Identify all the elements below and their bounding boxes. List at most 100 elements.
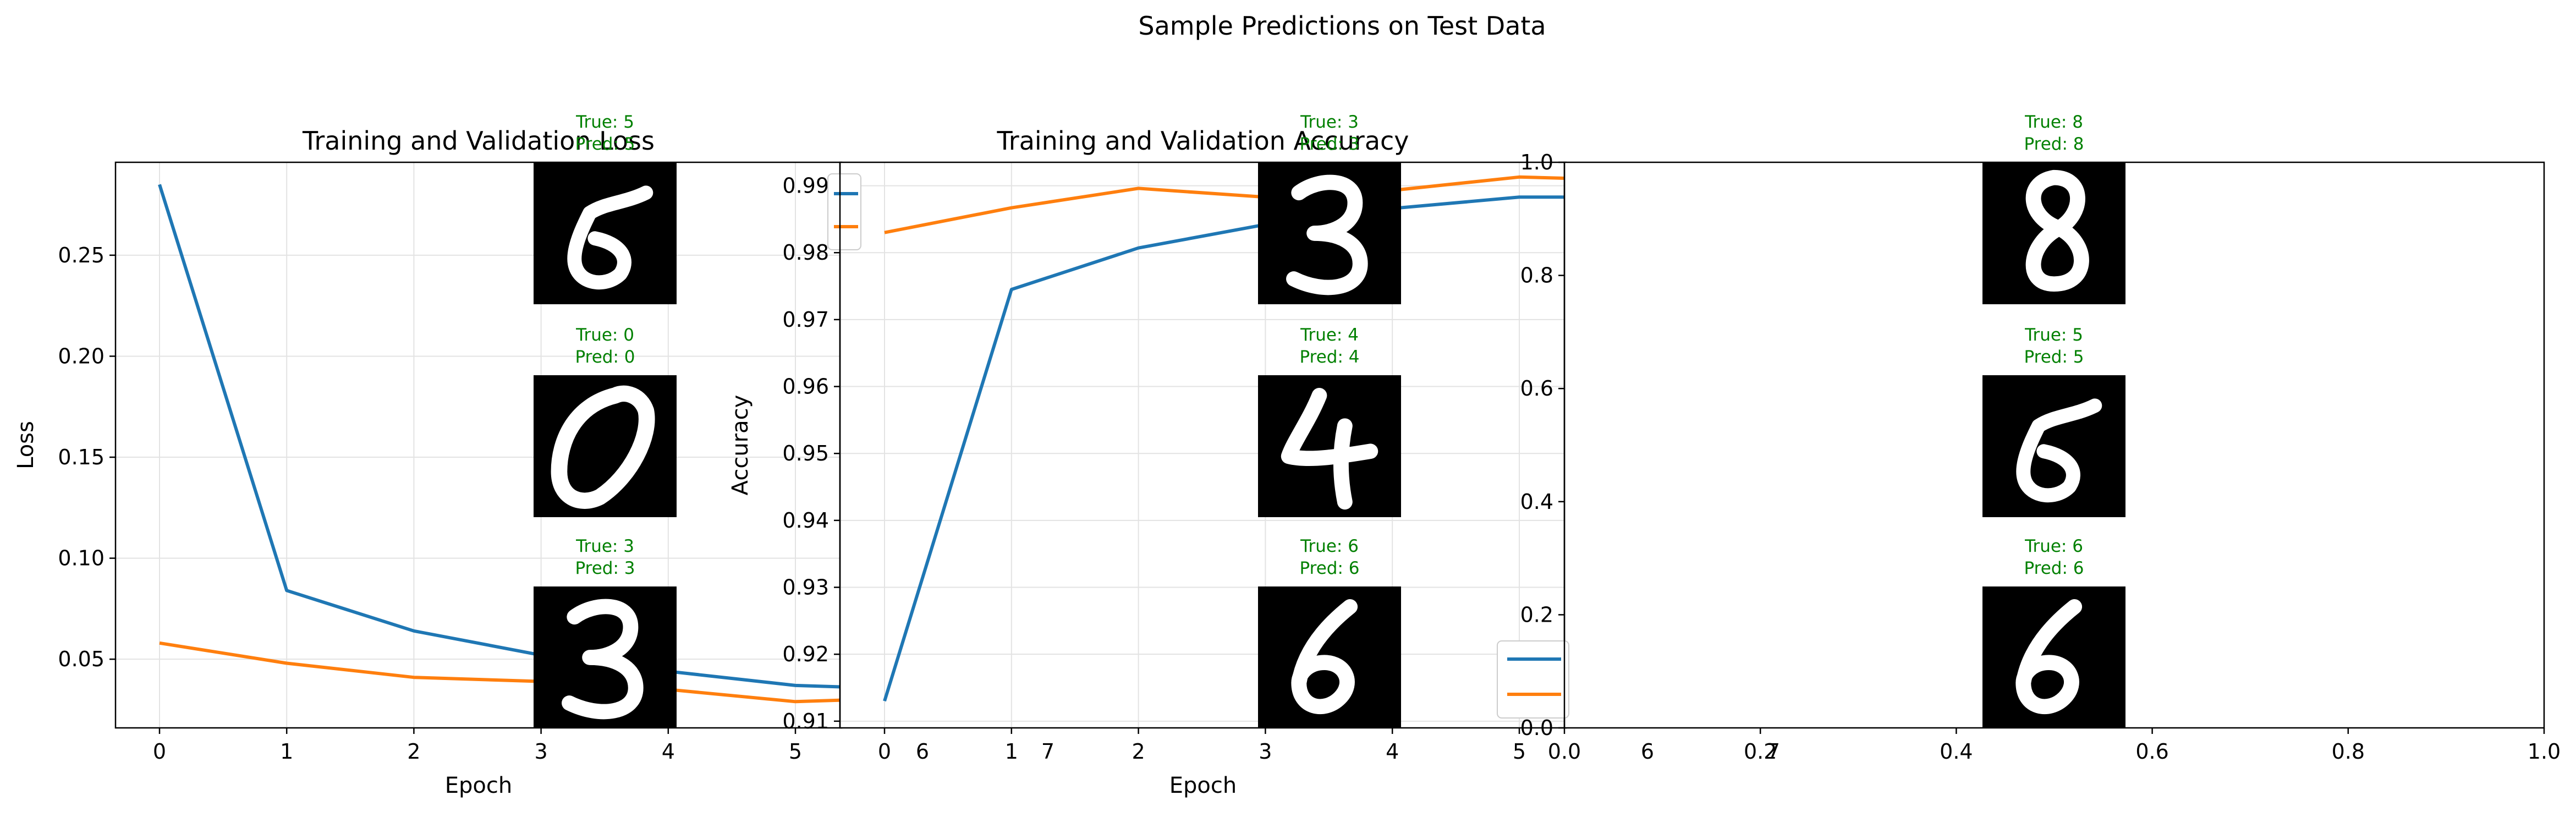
chart-panel-1: 0 1 2 3 4 5 0.05 0.10 0.15 0.20 0.25 Training and V… xyxy=(13,126,859,798)
plot-area xyxy=(116,162,842,728)
figure-suptitle: Sample Predictions on Test Data xyxy=(1138,11,1546,41)
y-tick-label: 0.97 xyxy=(782,308,829,332)
x-tick-label: 1.0 xyxy=(2528,739,2561,764)
digit-3-stroke-group xyxy=(562,599,644,720)
true-label-text: True: 5 xyxy=(2024,325,2083,345)
pred-label-text: Pred: 3 xyxy=(575,558,635,578)
pred-label-text: Pred: 8 xyxy=(2024,134,2084,154)
x-tick-label: 0.0 xyxy=(1548,739,1581,764)
chart-title: Training and Validation Loss xyxy=(302,126,655,156)
x-tick-label: 5 xyxy=(1513,739,1526,764)
digit-3-glyph xyxy=(1286,174,1368,295)
digit-6-stroke-group xyxy=(2015,599,2083,714)
y-tick-label: 0.25 xyxy=(58,243,105,267)
y-tick-label: 0.8 xyxy=(1520,264,1553,288)
digit-3-stroke-group xyxy=(1286,174,1368,295)
x-tick-label: 1 xyxy=(280,739,293,764)
y-tick-label: 1.0 xyxy=(1520,150,1553,174)
chart-panel-2: 0 1 2 3 4 5 0.91 0.92 0.93 0.94 0.95 0.96 0.97 0.98 0.… xyxy=(728,126,1570,798)
y-tick-label: 0.10 xyxy=(58,546,105,571)
y-axis-label: Accuracy xyxy=(728,395,753,496)
image-axis-tick-label: 6 xyxy=(1641,739,1654,764)
x-tick-label: 2 xyxy=(1132,739,1145,764)
x-tick-label: 5 xyxy=(789,739,802,764)
digit-4-stroke-group xyxy=(1281,388,1378,510)
y-tick-label: 0.92 xyxy=(782,642,829,666)
digit-4-glyph xyxy=(1281,388,1378,510)
true-label-text: True: 8 xyxy=(2024,112,2083,132)
pred-label-text: Pred: 0 xyxy=(575,347,635,367)
y-axis-label: Loss xyxy=(13,421,39,469)
digit-8-stroke-group xyxy=(2025,169,2089,292)
digit-6-glyph xyxy=(1291,599,1358,714)
y-tick-label: 0.94 xyxy=(782,508,829,533)
digit-8-glyph xyxy=(2025,169,2089,292)
y-tick-label: 0.0 xyxy=(1520,716,1553,740)
digit-5-stroke-group xyxy=(567,185,653,289)
true-label-text: True: 5 xyxy=(575,112,634,132)
digit-0-stroke-group xyxy=(551,385,655,509)
y-tick-label: 0.15 xyxy=(58,445,105,469)
pred-label-text: Pred: 5 xyxy=(2024,347,2084,367)
legend-accuracy xyxy=(1497,640,1569,719)
pred-label-text: Pred: 4 xyxy=(1300,347,1360,367)
pred-label-text: Pred: 3 xyxy=(1300,134,1360,154)
x-tick-label: 2 xyxy=(407,739,420,764)
x-axis-label: Epoch xyxy=(1169,773,1237,798)
digit-0-glyph xyxy=(551,385,655,509)
y-tick-label: 0.93 xyxy=(782,575,829,600)
pred-label-text: Pred: 6 xyxy=(2024,558,2084,578)
pred-label-text: Pred: 5 xyxy=(575,134,635,154)
digit-6-stroke-group xyxy=(1291,599,1358,714)
image-axis-tick-label: 6 xyxy=(916,739,929,764)
y-tick-label: 0.98 xyxy=(782,240,829,265)
digit-image-background xyxy=(1258,375,1401,517)
pred-label-text: Pred: 6 xyxy=(1300,558,1360,578)
legend-loss xyxy=(827,173,861,250)
digit-5-stroke-group xyxy=(2016,398,2102,502)
y-tick-label: 0.95 xyxy=(782,441,829,465)
y-tick-label: 0.2 xyxy=(1520,602,1553,627)
legend-box xyxy=(827,173,861,250)
legend-box xyxy=(1497,640,1569,719)
x-axis-label: Epoch xyxy=(445,773,512,798)
y-tick-label: 0.96 xyxy=(782,375,829,399)
x-tick-label: 0 xyxy=(878,739,891,764)
y-tick-label: 0.4 xyxy=(1520,490,1553,514)
x-tick-label: 0.4 xyxy=(1940,739,1973,764)
true-label-text: True: 4 xyxy=(1300,325,1359,345)
x-tick-label: 4 xyxy=(662,739,675,764)
true-label-text: True: 6 xyxy=(2024,536,2083,556)
digit-5-glyph xyxy=(2016,398,2102,502)
x-tick-label: 0.2 xyxy=(1744,739,1777,764)
y-tick-label: 0.20 xyxy=(58,344,105,368)
true-label-text: True: 0 xyxy=(575,325,634,345)
x-tick-label: 3 xyxy=(1259,739,1272,764)
digit-5-glyph xyxy=(567,185,653,289)
y-tick-label: 0.91 xyxy=(782,709,829,733)
y-tick-label: 0.99 xyxy=(782,174,829,198)
chart-title: Training and Validation Accuracy xyxy=(996,126,1409,156)
image-axis-tick-label: 7 xyxy=(1767,739,1780,764)
x-tick-label: 4 xyxy=(1386,739,1399,764)
digit-3-glyph xyxy=(562,599,644,720)
true-label-text: True: 6 xyxy=(1300,536,1359,556)
x-tick-label: 0.8 xyxy=(2332,739,2365,764)
x-tick-label: 3 xyxy=(535,739,548,764)
plot-area xyxy=(840,162,1566,728)
y-tick-label: 0.05 xyxy=(58,647,105,671)
x-tick-label: 0 xyxy=(153,739,166,764)
y-tick-label: 0.6 xyxy=(1520,376,1553,401)
x-tick-label: 0.6 xyxy=(2135,739,2168,764)
image-axis-tick-label: 7 xyxy=(1041,739,1054,764)
